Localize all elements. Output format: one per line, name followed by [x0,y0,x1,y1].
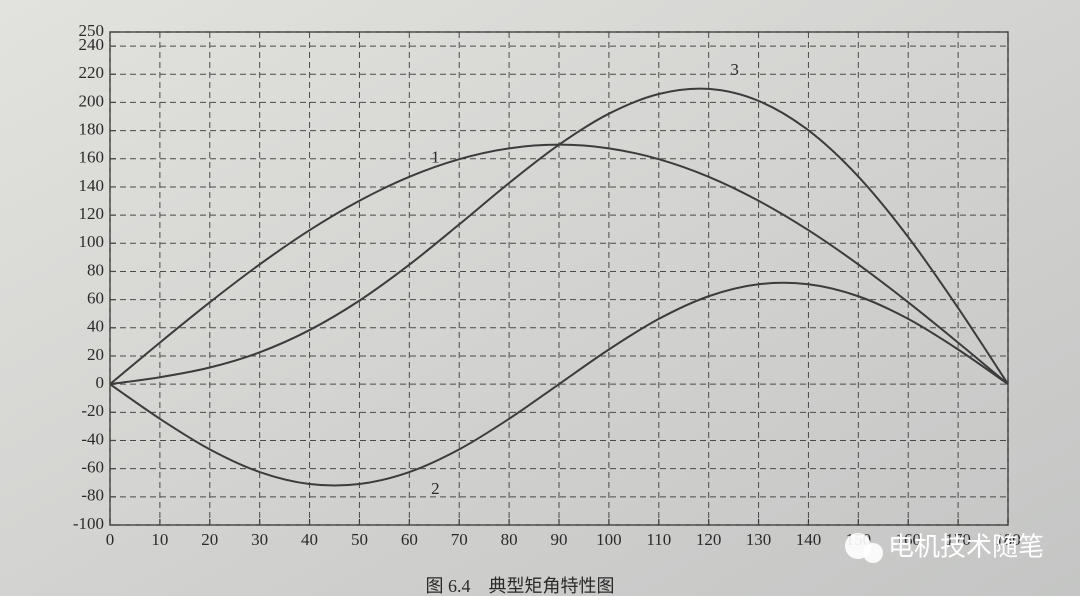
x-tick-label: 60 [401,530,418,549]
y-tick-label: 220 [79,63,105,82]
x-tick-label: 70 [451,530,468,549]
y-tick-label: 200 [79,91,105,110]
x-tick-label: 180 [995,530,1021,549]
x-tick-label: 100 [596,530,622,549]
curve [109,281,1009,487]
y-tick-label: 60 [87,289,104,308]
y-tick-label: -60 [81,458,104,477]
curve [109,87,1009,386]
y-tick-label: 80 [87,260,104,279]
x-tick-label: 0 [106,530,115,549]
y-tick-label: 0 [96,373,105,392]
caption: 图 6.4 典型矩角特性图 [426,576,615,596]
y-tick-label: 120 [79,204,105,223]
x-tick-label: 30 [251,530,268,549]
y-tick-label: -80 [81,486,104,505]
y-tick-label: 180 [79,120,105,139]
y-tick-label: 20 [87,345,104,364]
x-tick-label: 170 [945,530,971,549]
y-tick-label: 250 [79,21,105,40]
y-tick-label: -20 [81,401,104,420]
curve-label: 3 [730,60,739,79]
watermark-icon [863,543,883,563]
y-tick-label: 160 [79,148,105,167]
x-tick-label: 130 [746,530,772,549]
x-tick-label: 10 [151,530,168,549]
x-tick-label: 80 [501,530,518,549]
y-tick-label: 40 [87,317,104,336]
y-tick-label: -40 [81,429,104,448]
x-tick-label: 120 [696,530,722,549]
x-tick-label: 20 [201,530,218,549]
curve-label: 2 [431,479,440,498]
y-tick-label: 140 [79,176,105,195]
x-tick-label: 90 [551,530,568,549]
watermark: 电机技术随笔 [845,533,1044,563]
y-tick-label: 240 [79,35,105,54]
x-tick-label: 140 [796,530,822,549]
x-tick-label: 110 [646,530,671,549]
y-tick-label: -100 [73,514,104,533]
x-tick-label: 40 [301,530,318,549]
curve-label: 1 [431,148,440,167]
y-tick-label: 100 [79,232,105,251]
watermark-text: 电机技术随笔 [888,533,1044,563]
x-tick-label: 160 [895,530,921,549]
x-tick-label: 50 [351,530,368,549]
